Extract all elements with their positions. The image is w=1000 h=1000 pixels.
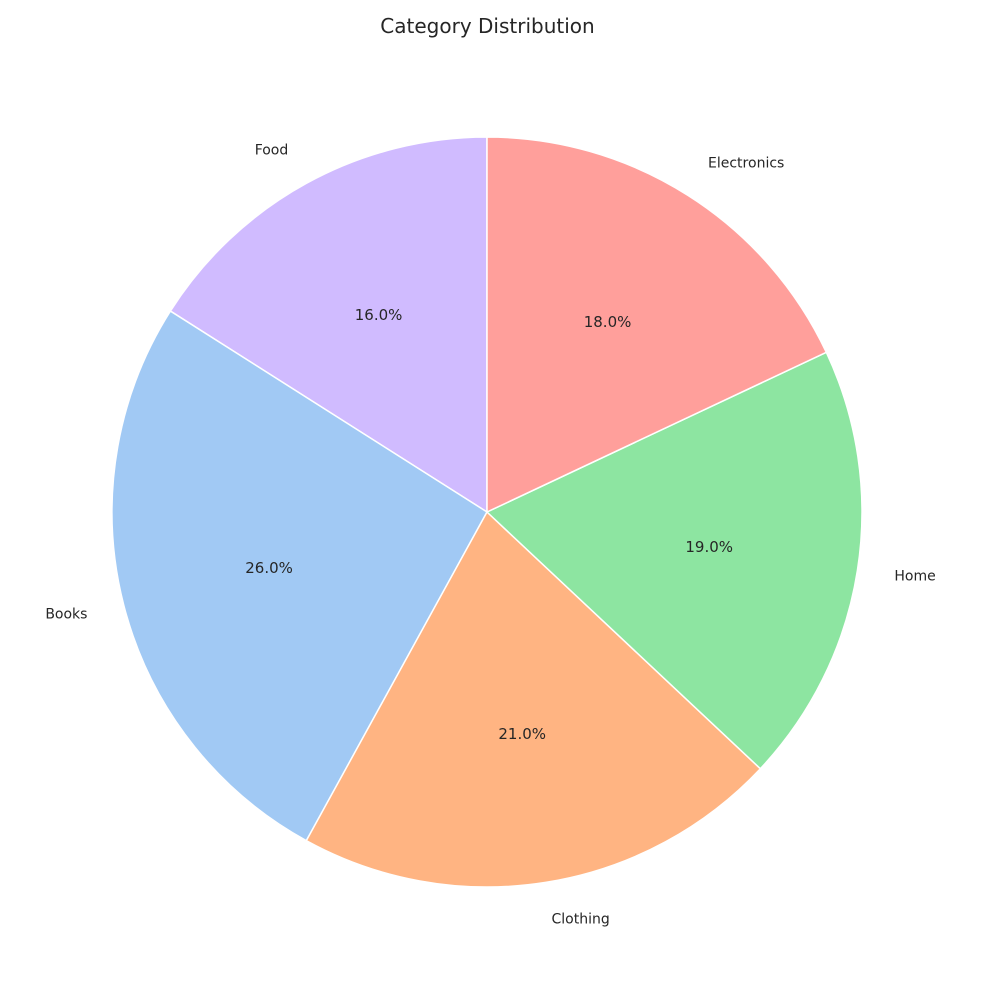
percent-label-books: 26.0%: [245, 559, 293, 577]
pie-slices: [111, 136, 863, 888]
percent-label-food: 16.0%: [355, 306, 403, 324]
pie-labels: Food 16.0% Books 26.0% Clothing 21.0% Home 19.0…: [45, 143, 935, 928]
percent-label-electronics: 18.0%: [584, 313, 632, 331]
pie-slice-clothing: [305, 511, 762, 888]
category-label-food: Food: [255, 143, 289, 159]
percent-label-clothing: 21.0%: [498, 725, 546, 743]
category-label-clothing: Clothing: [552, 911, 610, 927]
category-label-home: Home: [894, 569, 935, 585]
pie-slice-food: [169, 136, 488, 513]
pie-slice-home: [486, 351, 863, 770]
pie-slice-electronics: [486, 136, 828, 513]
category-label-electronics: Electronics: [708, 156, 784, 172]
percent-label-home: 19.0%: [685, 538, 733, 556]
category-label-books: Books: [45, 607, 87, 623]
chart-title: Category Distribution: [380, 14, 595, 38]
pie-slice-books: [111, 310, 488, 842]
